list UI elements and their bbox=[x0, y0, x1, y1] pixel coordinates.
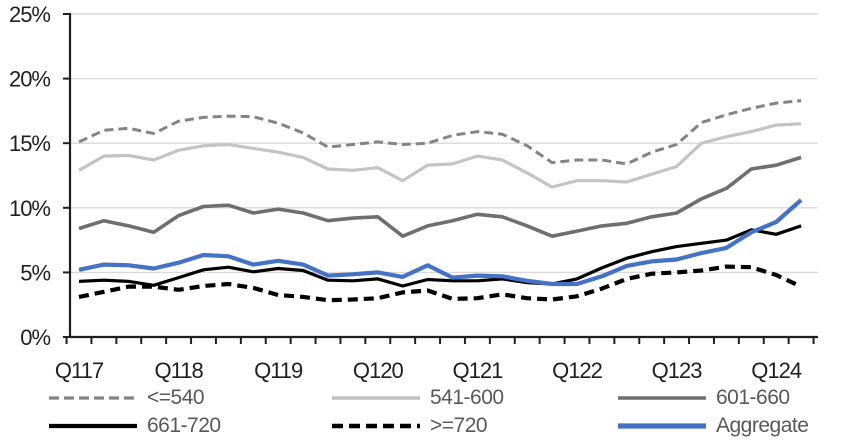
y-tick-label: 10% bbox=[9, 196, 50, 221]
series-line-720 bbox=[78, 264, 802, 303]
y-axis-labels: 0% 5% 10% 15% 20% 25% bbox=[9, 2, 51, 350]
axes bbox=[63, 13, 818, 344]
y-tick-label: 15% bbox=[9, 131, 50, 156]
x-tick-label: Q117 bbox=[55, 358, 104, 383]
series-line-541600 bbox=[78, 122, 802, 189]
y-tick-label: 5% bbox=[20, 260, 50, 285]
x-axis-labels: Q117 Q118 Q119 Q120 Q121 Q122 Q123 Q124 bbox=[55, 358, 803, 383]
y-tick-label: 20% bbox=[9, 67, 50, 92]
x-tick-label: Q123 bbox=[652, 358, 703, 383]
x-tick-label: Q118 bbox=[155, 358, 204, 383]
series-line-Aggregate bbox=[78, 198, 803, 287]
x-tick-label: Q124 bbox=[751, 358, 802, 383]
y-tick-label: 0% bbox=[20, 325, 50, 350]
series-line-661720 bbox=[78, 224, 802, 288]
x-tick-label: Q121 bbox=[452, 358, 503, 383]
series-line-540 bbox=[78, 99, 802, 166]
x-tick-label: Q120 bbox=[353, 358, 404, 383]
y-tick-label: 25% bbox=[9, 2, 50, 27]
series-line-601660 bbox=[78, 155, 802, 238]
x-tick-label: Q119 bbox=[254, 358, 303, 383]
x-tick-label: Q122 bbox=[552, 358, 603, 383]
